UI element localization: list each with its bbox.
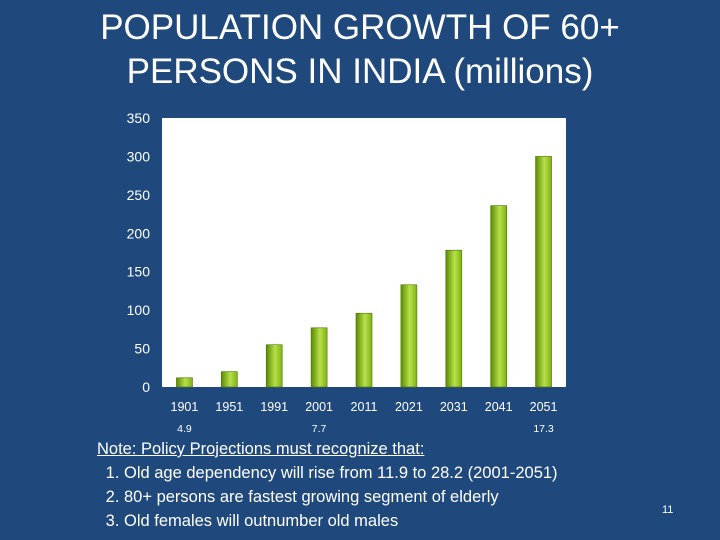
y-tick-label: 250 [127,187,151,203]
page-number: 11 [662,504,673,516]
y-tick-label: 300 [127,148,151,164]
note-item-1: Old age dependency will rise from 11.9 t… [124,461,697,485]
y-tick-label: 100 [127,302,151,318]
note-item-2: 80+ persons are fastest growing segment … [124,485,697,509]
y-axis-ticks: 0 50 100 150 200 250 300 350 [127,110,151,395]
bar [311,328,327,387]
bar-annotations: 4.9 7.7 17.3 [177,423,554,435]
y-tick-label: 50 [134,341,150,357]
bar [401,285,417,387]
x-tick-label: 2021 [395,400,423,414]
bar [536,156,552,387]
bar [221,372,237,387]
x-tick-label: 2051 [530,400,558,414]
bar [446,250,462,387]
annotation-label: 7.7 [312,423,327,435]
x-tick-label: 2041 [485,400,513,414]
annotation-label: 17.3 [533,423,554,435]
y-tick-label: 0 [142,379,150,395]
policy-notes: Note: Policy Projections must recognize … [97,437,697,533]
annotation-label: 4.9 [177,423,192,435]
bar [176,378,192,387]
y-tick-label: 350 [127,110,151,126]
x-tick-label: 2031 [440,400,468,414]
bar [491,206,507,387]
x-tick-label: 1991 [260,400,288,414]
bar [356,313,372,387]
bar [266,345,282,387]
x-tick-label: 2001 [305,400,333,414]
notes-list: Old age dependency will rise from 11.9 t… [97,461,697,533]
x-axis-ticks: 1901 1951 1991 2001 2011 2021 2031 2041 2051 [171,400,558,414]
note-item-3: Old females will outnumber old males [124,509,697,533]
notes-heading: Note: Policy Projections must recognize … [97,437,697,461]
x-tick-label: 2011 [351,400,378,414]
x-tick-label: 1951 [215,400,243,414]
y-tick-label: 150 [127,264,151,280]
y-tick-label: 200 [127,225,151,241]
x-tick-label: 1901 [171,400,199,414]
